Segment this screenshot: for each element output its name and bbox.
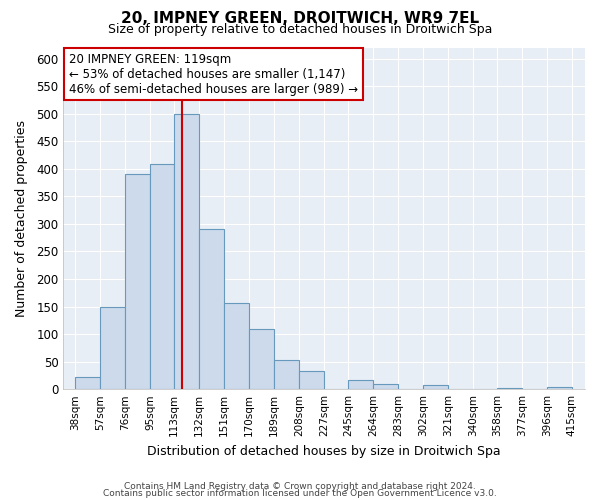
Text: 20 IMPNEY GREEN: 119sqm
← 53% of detached houses are smaller (1,147)
46% of semi: 20 IMPNEY GREEN: 119sqm ← 53% of detache… [68,52,358,96]
Bar [299,371,324,389]
Bar [274,360,299,389]
Bar [75,376,100,389]
Bar [249,329,274,389]
Text: Contains public sector information licensed under the Open Government Licence v3: Contains public sector information licen… [103,490,497,498]
Bar [151,164,174,389]
Bar [373,384,398,389]
Bar [497,388,522,389]
Bar [348,380,373,389]
Bar [423,386,448,389]
Bar [125,174,151,389]
Text: Contains HM Land Registry data © Crown copyright and database right 2024.: Contains HM Land Registry data © Crown c… [124,482,476,491]
Bar [547,387,572,389]
Bar [224,302,249,389]
Text: Size of property relative to detached houses in Droitwich Spa: Size of property relative to detached ho… [108,22,492,36]
Text: 20, IMPNEY GREEN, DROITWICH, WR9 7EL: 20, IMPNEY GREEN, DROITWICH, WR9 7EL [121,11,479,26]
Bar [174,114,199,389]
X-axis label: Distribution of detached houses by size in Droitwich Spa: Distribution of detached houses by size … [148,444,501,458]
Bar [199,230,224,389]
Y-axis label: Number of detached properties: Number of detached properties [15,120,28,317]
Bar [100,307,125,389]
